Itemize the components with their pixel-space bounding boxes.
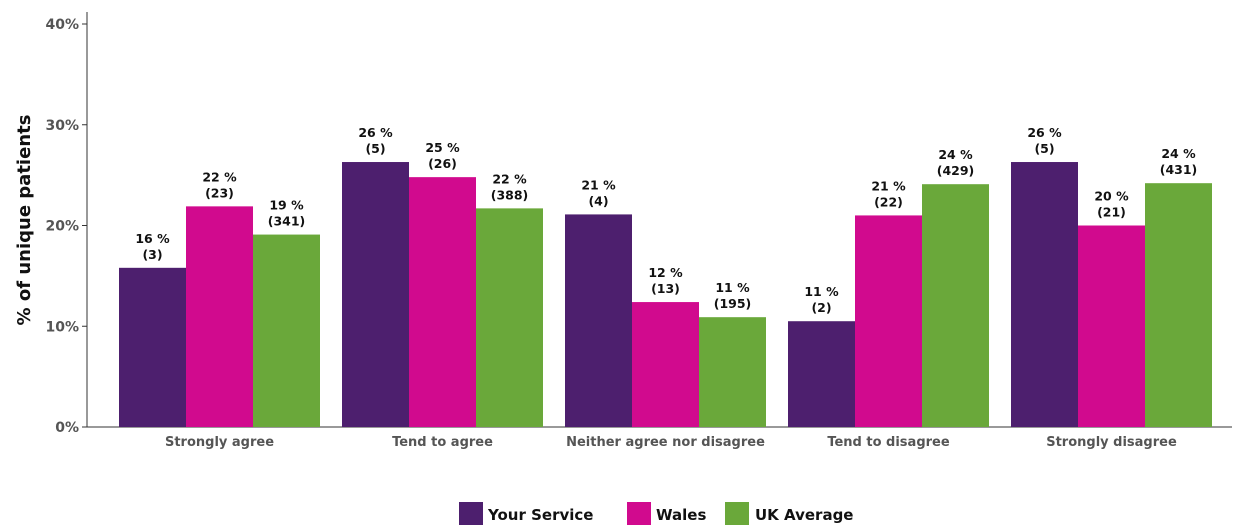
data-label-count: (341) (268, 214, 306, 229)
bar (409, 177, 476, 427)
data-label-percent: 22 % (492, 171, 527, 186)
category-label: Neither agree nor disagree (566, 435, 765, 450)
category-label: Tend to disagree (827, 435, 950, 450)
bar (922, 184, 989, 427)
data-label-percent: 26 % (1027, 125, 1062, 140)
bar (342, 162, 409, 427)
legend-label: Your Service (487, 506, 593, 524)
category-label: Strongly disagree (1046, 435, 1177, 450)
y-tick-label: 10% (45, 319, 79, 335)
data-label-percent: 11 % (804, 284, 839, 299)
category-label: Strongly agree (165, 435, 274, 450)
data-label-percent: 25 % (425, 140, 460, 155)
legend: Your Service Wales UK Average (459, 502, 853, 525)
data-label-percent: 19 % (269, 198, 304, 213)
bar (253, 234, 320, 427)
data-label-count: (2) (811, 300, 831, 315)
bars (119, 162, 1212, 427)
data-label-percent: 11 % (715, 280, 750, 295)
bar (1145, 183, 1212, 427)
y-axis-title: % of unique patients (14, 115, 35, 326)
data-label-percent: 26 % (358, 125, 393, 140)
data-label-percent: 16 % (135, 231, 170, 246)
data-label-count: (26) (428, 156, 457, 171)
data-label-count: (23) (205, 185, 234, 200)
data-label-percent: 21 % (581, 177, 616, 192)
legend-swatch (459, 502, 483, 525)
data-label-count: (4) (588, 193, 608, 208)
bar (119, 267, 186, 427)
legend-label: Wales (656, 506, 706, 524)
legend-label: UK Average (755, 506, 853, 524)
data-labels: 16 %(3)22 %(23)19 %(341)26 %(5) 25 %(26)2… (135, 125, 1197, 315)
data-label-percent: 22 % (202, 169, 237, 184)
bar (565, 214, 632, 427)
bar (699, 317, 766, 427)
data-label-count: (13) (651, 281, 680, 296)
data-label-count: (21) (1097, 205, 1126, 220)
data-label-count: (22) (874, 194, 903, 209)
bar (476, 208, 543, 427)
y-tick-label: 30% (45, 118, 79, 134)
category-label: Tend to agree (392, 435, 493, 450)
legend-swatch (627, 502, 651, 525)
y-ticks: 0% 10% 20% 30% 40% (45, 17, 87, 436)
y-tick-label: 20% (45, 219, 79, 235)
bar (1078, 225, 1145, 427)
data-label-percent: 21 % (871, 178, 906, 193)
data-label-count: (429) (937, 163, 975, 178)
data-label-count: (431) (1160, 162, 1198, 177)
data-label-percent: 24 % (1161, 146, 1196, 161)
bar (855, 215, 922, 427)
data-label-percent: 12 % (648, 265, 683, 280)
y-tick-label: 0% (55, 420, 79, 436)
data-label-count: (5) (1034, 141, 1054, 156)
bar (632, 302, 699, 427)
data-label-percent: 20 % (1094, 189, 1129, 204)
data-label-count: (195) (714, 296, 752, 311)
legend-swatch (725, 502, 749, 525)
bar (1011, 162, 1078, 427)
y-tick-label: 40% (45, 17, 79, 33)
data-label-count: (388) (491, 187, 529, 202)
category-labels: Strongly agree Tend to agree Neither agree… (165, 435, 1177, 450)
data-label-count: (5) (365, 141, 385, 156)
bar (186, 206, 253, 427)
bar (788, 321, 855, 427)
data-label-count: (3) (142, 247, 162, 262)
data-label-percent: 24 % (938, 147, 973, 162)
